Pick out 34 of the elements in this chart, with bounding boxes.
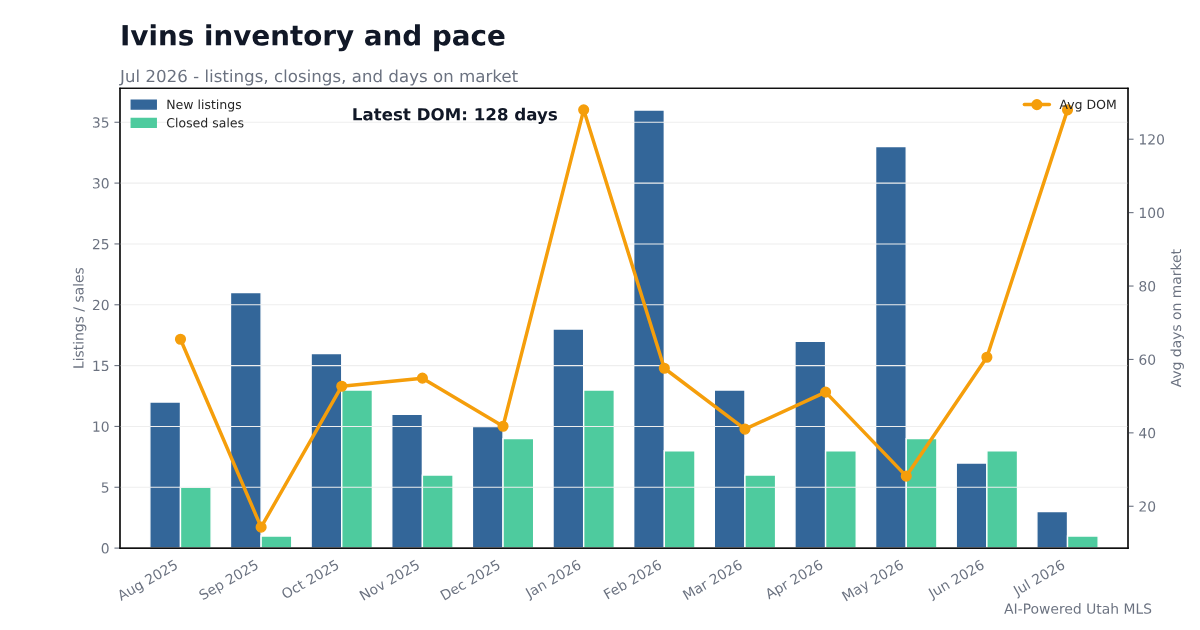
point [255, 521, 267, 533]
chart-subtitle: Jul 2026 - listings, closings, and days on market [119, 69, 518, 86]
legend-label: Closed sales [166, 117, 244, 128]
y-tick-label: 30 [92, 178, 109, 189]
y2-tick-label: 20 [1139, 501, 1156, 512]
y-tick-label: 10 [93, 421, 109, 432]
y-tick-label: 25 [92, 238, 109, 250]
point [174, 333, 187, 345]
y2-tick-label: 120 [1139, 134, 1164, 145]
point [416, 372, 428, 384]
y2-tick-label: 100 [1139, 207, 1164, 219]
y-tick-label: 5 [101, 482, 109, 493]
point [497, 420, 509, 432]
point [900, 470, 912, 482]
point [739, 423, 751, 435]
legend-label: Avg DOM [1059, 99, 1116, 112]
y2-axis-title: Avg days on market [1170, 249, 1184, 388]
y-tick-label: 20 [92, 299, 109, 311]
y2-tick-label: 40 [1139, 427, 1156, 439]
y-axis-title: Listings / sales [72, 267, 87, 368]
y2-tick-label: 80 [1139, 281, 1156, 292]
text: AI-Powered Utah MLS [1004, 603, 1152, 614]
point [981, 351, 993, 363]
point [336, 380, 348, 392]
point [820, 386, 832, 398]
y2-tick-label: 60 [1139, 354, 1156, 365]
y-tick-label: 15 [93, 360, 109, 372]
y-tick-label: 0 [101, 543, 109, 554]
y-tick-label: 35 [92, 117, 109, 128]
point [658, 362, 670, 374]
chart-title: Ivins inventory and pace [122, 24, 505, 52]
annotation: Latest DOM: 128 days [353, 107, 557, 124]
legend-label: New listings [167, 99, 242, 112]
point [578, 104, 590, 116]
